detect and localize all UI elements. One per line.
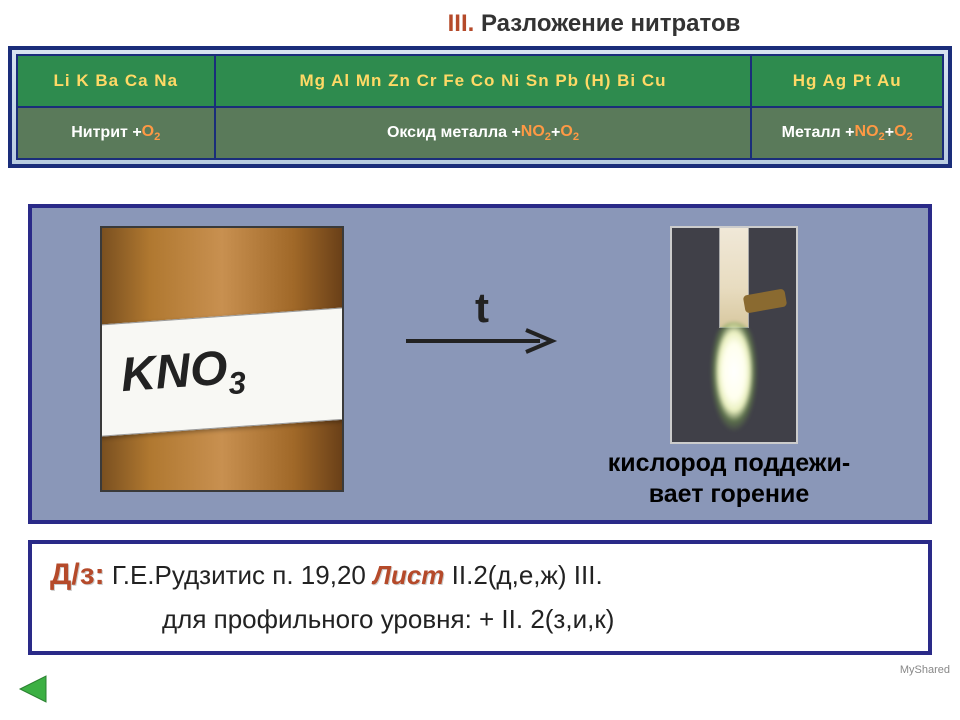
activity-series-table: Li K Ba Ca Na Mg Al Mn Zn Cr Fe Co Ni Sn… — [8, 46, 952, 168]
homework-list-label: Лист — [373, 560, 444, 590]
caption-line1: кислород поддежи- — [608, 449, 850, 477]
flame-glow — [704, 322, 764, 432]
reaction-arrow: t — [402, 284, 562, 356]
page-title: III. Разложение нитратов — [0, 0, 960, 46]
homework-line1: Д/з: Г.Е.Рудзитис п. 19,20 Лист II.2(д,е… — [50, 558, 910, 592]
homework-text-1: Г.Е.Рудзитис п. 19,20 — [105, 560, 373, 590]
arrow-left-icon — [16, 672, 50, 706]
bottle-label: KNO3 — [100, 307, 344, 437]
bottle-formula: KNO3 — [119, 340, 247, 410]
title-text: Разложение нитратов — [481, 10, 740, 37]
test-tube — [719, 228, 749, 328]
metals-group-2: Mg Al Mn Zn Cr Fe Co Ni Sn Pb (H) Bi Cu — [215, 55, 752, 107]
experiment-panel: KNO3 t кислород поддежи- вает горение — [28, 204, 932, 524]
reagent-bottle: KNO3 — [100, 226, 344, 492]
metals-group-3: Hg Ag Pt Au — [751, 55, 943, 107]
products-group-3: Металл + NO2+O2 — [751, 107, 943, 159]
table-row: Нитрит + O2 Оксид металла + NO2 + O2 Мет… — [17, 107, 943, 159]
combustion-caption: кислород поддежи- вает горение — [564, 448, 894, 511]
products-group-1: Нитрит + O2 — [17, 107, 215, 159]
metals-group-1: Li K Ba Ca Na — [17, 55, 215, 107]
homework-line2: для профильного уровня: + II. 2(з,и,к) — [50, 592, 910, 635]
watermark: MyShared — [900, 664, 950, 676]
table-row: Li K Ba Ca Na Mg Al Mn Zn Cr Fe Co Ni Sn… — [17, 55, 943, 107]
title-roman: III. — [448, 10, 475, 37]
homework-dz-label: Д/з: — [50, 558, 105, 591]
caption-line2: вает горение — [649, 480, 810, 508]
holder — [743, 288, 787, 313]
homework-panel: Д/з: Г.Е.Рудзитис п. 19,20 Лист II.2(д,е… — [28, 540, 932, 655]
temperature-label: t — [402, 284, 562, 332]
homework-text-2: II.2(д,е,ж) III. — [444, 560, 602, 590]
products-group-2: Оксид металла + NO2 + O2 — [215, 107, 752, 159]
combustion-image — [670, 226, 798, 444]
prev-slide-button[interactable] — [16, 672, 50, 706]
